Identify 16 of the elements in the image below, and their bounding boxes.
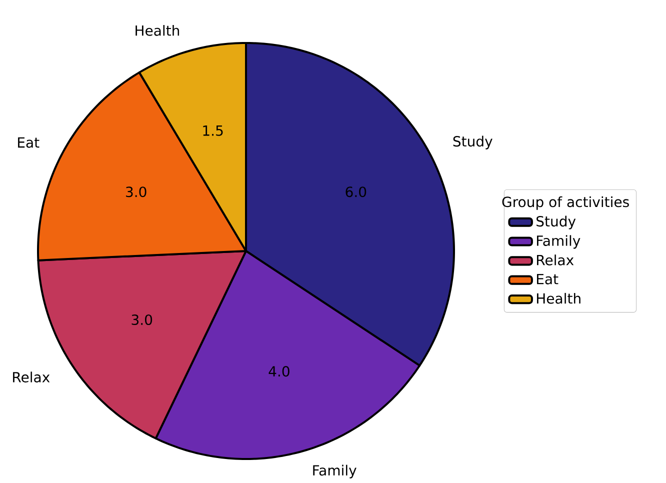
legend-label: Health — [537, 292, 580, 304]
data-label: 1.5 — [203, 125, 223, 136]
data-label: 6.0 — [346, 186, 366, 198]
legend-label: Study — [536, 216, 576, 230]
slice-label: Family — [313, 464, 356, 478]
legend-label: Family — [537, 235, 580, 249]
data-label: 3.0 — [132, 314, 152, 326]
legend-label: Relax — [537, 254, 574, 266]
slice-label: Health — [136, 25, 180, 36]
slice-label: Eat — [18, 137, 40, 148]
slice-label: Relax — [13, 372, 50, 382]
legend-title: Group of activities — [502, 196, 629, 210]
legend-label: Eat — [537, 274, 558, 284]
data-label: 3.0 — [126, 186, 146, 198]
slice-label: Study — [453, 136, 492, 150]
data-label: 4.0 — [268, 366, 290, 377]
